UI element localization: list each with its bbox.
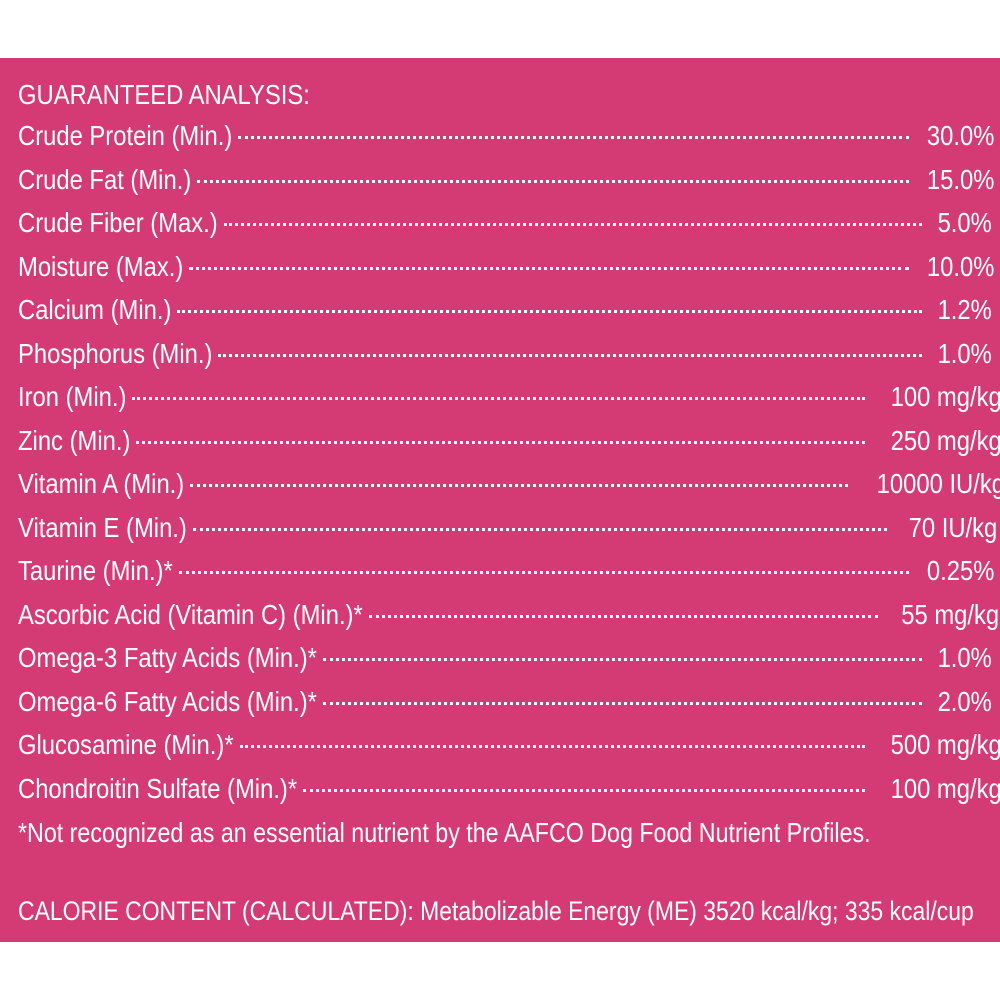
dot-leader (132, 397, 865, 400)
analysis-table: Crude Protein (Min.) 30.0% Crude Fat (Min… (18, 114, 1000, 811)
section-heading: GUARANTEED ANALYSIS: (18, 79, 310, 110)
table-row: Crude Fat (Min.) 15.0% (18, 158, 994, 202)
dot-leader (368, 614, 879, 618)
nutrient-label: Iron (Min.) (18, 381, 127, 412)
nutrient-value: 1.2% (937, 294, 992, 325)
dot-leader (218, 353, 922, 357)
dot-leader (197, 179, 909, 183)
table-row: Vitamin A (Min.) 10000 IU/kg (18, 462, 1000, 506)
nutrient-value: 0.25% (926, 555, 994, 586)
nutrient-label: Taurine (Min.)* (18, 555, 173, 586)
nutrient-value: 1.0% (937, 642, 992, 673)
dot-leader (192, 527, 888, 531)
table-row: Ascorbic Acid (Vitamin C) (Min.)* 55 mg/k… (18, 593, 1000, 637)
nutrient-label: Vitamin A (Min.) (18, 468, 185, 499)
table-row: Iron (Min.) 100 mg/kg (18, 375, 1000, 419)
nutrient-label: Ascorbic Acid (Vitamin C) (Min.)* (18, 598, 363, 630)
table-row: Moisture (Max.) 10.0% (18, 245, 994, 289)
nutrient-label: Vitamin E (Min.) (18, 511, 187, 543)
nutrient-label: Omega-6 Fatty Acids (Min.)* (18, 685, 317, 717)
table-row: Omega-6 Fatty Acids (Min.)* 2.0% (18, 680, 992, 724)
nutrient-value: 5.0% (937, 207, 992, 238)
table-row: Crude Fiber (Max.) 5.0% (18, 201, 992, 245)
dot-leader (322, 658, 922, 661)
table-row: Zinc (Min.) 250 mg/kg (18, 419, 1000, 463)
table-row: Vitamin E (Min.) 70 IU/kg (18, 506, 998, 550)
nutrient-value: 10.0% (926, 250, 994, 282)
dot-leader (303, 788, 865, 792)
nutrient-label: Zinc (Min.) (18, 424, 131, 456)
nutrient-value: 70 IU/kg (909, 511, 998, 543)
nutrient-value: 2.0% (937, 685, 992, 717)
nutrient-value: 55 mg/kg (901, 598, 1000, 630)
nutrient-value: 30.0% (926, 120, 994, 151)
dot-leader (177, 310, 922, 313)
nutrient-value: 15.0% (926, 163, 994, 195)
table-row: Phosphorus (Min.) 1.0% (18, 332, 992, 376)
aafco-footnote: *Not recognized as an essential nutrient… (18, 817, 871, 848)
table-row: Calcium (Min.) 1.2% (18, 288, 992, 332)
table-row: Chondroitin Sulfate (Min.)* 100 mg/kg (18, 767, 1000, 811)
table-row: Glucosamine (Min.)* 500 mg/kg (18, 723, 1000, 767)
guaranteed-analysis-panel: GUARANTEED ANALYSIS: Crude Protein (Min.… (0, 58, 1000, 942)
nutrient-value: 10000 IU/kg (876, 468, 1000, 499)
dot-leader (178, 571, 909, 574)
nutrient-value: 100 mg/kg (890, 381, 1000, 412)
nutrient-label: Crude Fat (Min.) (18, 163, 192, 195)
table-row: Taurine (Min.)* 0.25% (18, 549, 994, 593)
nutrient-value: 500 mg/kg (890, 729, 1000, 760)
nutrient-value: 1.0% (937, 337, 992, 369)
nutrient-label: Omega-3 Fatty Acids (Min.)* (18, 642, 317, 673)
dot-leader (238, 136, 909, 139)
calorie-content: CALORIE CONTENT (CALCULATED): Metaboliza… (18, 896, 974, 926)
nutrient-label: Calcium (Min.) (18, 294, 172, 325)
nutrient-label: Crude Protein (Min.) (18, 120, 233, 151)
nutrient-label: Glucosamine (Min.)* (18, 729, 234, 760)
table-row: Crude Protein (Min.) 30.0% (18, 114, 994, 158)
nutrient-label: Moisture (Max.) (18, 250, 184, 282)
dot-leader (322, 701, 922, 705)
nutrient-label: Phosphorus (Min.) (18, 337, 213, 369)
nutrient-value: 100 mg/kg (890, 772, 1000, 804)
nutrient-label: Chondroitin Sulfate (Min.)* (18, 772, 298, 804)
table-row: Omega-3 Fatty Acids (Min.)* 1.0% (18, 636, 992, 680)
dot-leader (189, 266, 909, 270)
dot-leader (136, 440, 865, 444)
nutrient-label: Crude Fiber (Max.) (18, 207, 218, 238)
dot-leader (223, 223, 922, 226)
dot-leader (239, 745, 865, 748)
nutrient-value: 250 mg/kg (890, 424, 1000, 456)
dot-leader (190, 484, 848, 487)
